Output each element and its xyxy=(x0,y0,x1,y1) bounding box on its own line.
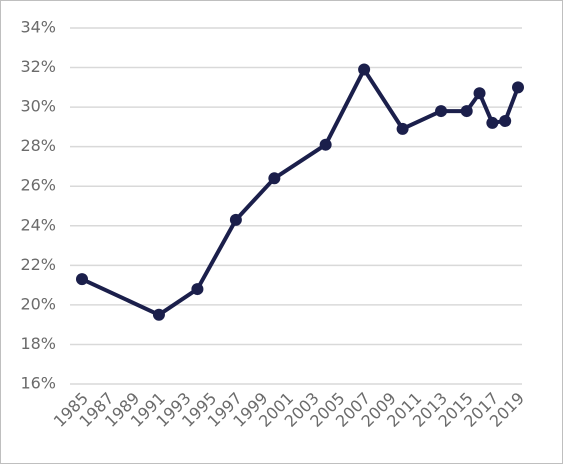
data-point xyxy=(473,87,486,100)
data-point xyxy=(319,138,332,151)
y-tick-label: 18% xyxy=(20,334,56,353)
y-tick-label: 22% xyxy=(20,255,56,274)
data-point xyxy=(152,308,165,321)
y-tick-label: 30% xyxy=(20,97,56,116)
data-point xyxy=(486,116,499,129)
y-tick-label: 20% xyxy=(20,294,56,313)
data-point xyxy=(499,114,512,127)
y-tick-label: 32% xyxy=(20,57,56,76)
y-tick-label: 28% xyxy=(20,136,56,155)
data-point xyxy=(229,213,242,226)
data-point xyxy=(512,81,524,94)
y-tick-label: 34% xyxy=(20,18,56,37)
data-point xyxy=(191,283,204,296)
data-point xyxy=(76,273,88,286)
y-tick-label: 26% xyxy=(20,176,56,195)
data-point xyxy=(268,172,281,185)
data-point xyxy=(358,63,371,76)
data-point xyxy=(396,122,409,135)
y-tick-label: 16% xyxy=(20,374,56,393)
data-point xyxy=(435,105,448,118)
y-tick-label: 24% xyxy=(20,215,56,234)
data-point xyxy=(460,105,473,118)
